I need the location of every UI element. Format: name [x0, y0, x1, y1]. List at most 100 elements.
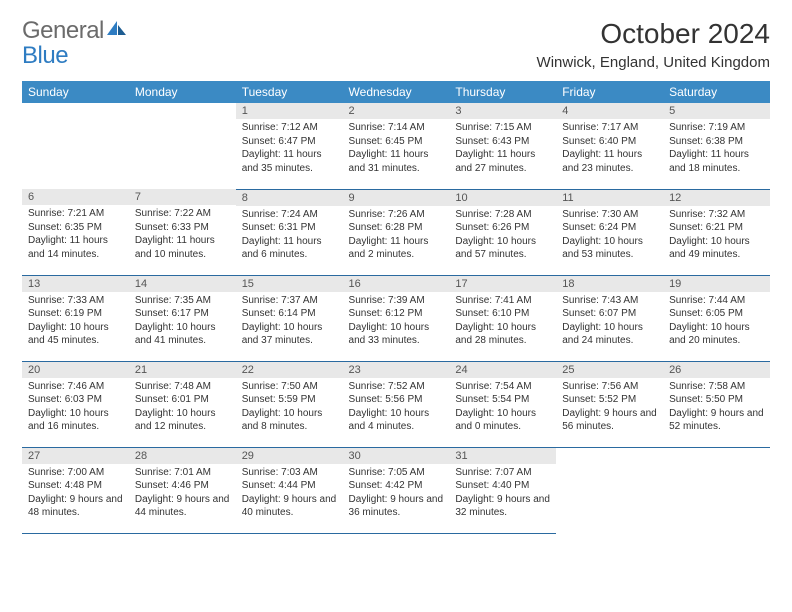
- day-details: Sunrise: 7:37 AMSunset: 6:14 PMDaylight:…: [236, 292, 343, 352]
- day-details: Sunrise: 7:41 AMSunset: 6:10 PMDaylight:…: [449, 292, 556, 352]
- weekday-header: Friday: [556, 81, 663, 103]
- calendar-day-cell: 8Sunrise: 7:24 AMSunset: 6:31 PMDaylight…: [236, 189, 343, 275]
- day-number: 26: [663, 362, 770, 378]
- logo-text-blue: Blue: [22, 42, 68, 69]
- day-details: Sunrise: 7:22 AMSunset: 6:33 PMDaylight:…: [129, 205, 236, 265]
- calendar-day-cell: 28Sunrise: 7:01 AMSunset: 4:46 PMDayligh…: [129, 447, 236, 533]
- day-number: 31: [449, 448, 556, 464]
- day-number: 5: [663, 103, 770, 119]
- calendar-day-cell: [556, 447, 663, 533]
- location-text: Winwick, England, United Kingdom: [537, 54, 770, 71]
- calendar-day-cell: 21Sunrise: 7:48 AMSunset: 6:01 PMDayligh…: [129, 361, 236, 447]
- header-row: GeneralBlue October 2024 Winwick, Englan…: [22, 18, 770, 75]
- calendar-day-cell: 25Sunrise: 7:56 AMSunset: 5:52 PMDayligh…: [556, 361, 663, 447]
- day-details: Sunrise: 7:24 AMSunset: 6:31 PMDaylight:…: [236, 206, 343, 266]
- calendar-body: 1Sunrise: 7:12 AMSunset: 6:47 PMDaylight…: [22, 103, 770, 533]
- logo: GeneralBlue: [22, 18, 128, 68]
- calendar-day-cell: 13Sunrise: 7:33 AMSunset: 6:19 PMDayligh…: [22, 275, 129, 361]
- day-details: Sunrise: 7:56 AMSunset: 5:52 PMDaylight:…: [556, 378, 663, 438]
- day-details: Sunrise: 7:43 AMSunset: 6:07 PMDaylight:…: [556, 292, 663, 352]
- day-number: 6: [22, 189, 129, 205]
- header-right: October 2024 Winwick, England, United Ki…: [537, 18, 770, 75]
- day-details: Sunrise: 7:48 AMSunset: 6:01 PMDaylight:…: [129, 378, 236, 438]
- calendar-day-cell: 19Sunrise: 7:44 AMSunset: 6:05 PMDayligh…: [663, 275, 770, 361]
- day-details: Sunrise: 7:28 AMSunset: 6:26 PMDaylight:…: [449, 206, 556, 266]
- calendar-day-cell: 26Sunrise: 7:58 AMSunset: 5:50 PMDayligh…: [663, 361, 770, 447]
- calendar-day-cell: [22, 103, 129, 189]
- day-details: Sunrise: 7:44 AMSunset: 6:05 PMDaylight:…: [663, 292, 770, 352]
- day-number: 17: [449, 276, 556, 292]
- day-number: 23: [343, 362, 450, 378]
- day-details: Sunrise: 7:03 AMSunset: 4:44 PMDaylight:…: [236, 464, 343, 524]
- day-number: 1: [236, 103, 343, 119]
- calendar-day-cell: 22Sunrise: 7:50 AMSunset: 5:59 PMDayligh…: [236, 361, 343, 447]
- day-details: Sunrise: 7:12 AMSunset: 6:47 PMDaylight:…: [236, 119, 343, 179]
- calendar-day-cell: [129, 103, 236, 189]
- calendar-day-cell: 27Sunrise: 7:00 AMSunset: 4:48 PMDayligh…: [22, 447, 129, 533]
- logo-sail-icon: [106, 18, 128, 43]
- calendar-day-cell: 4Sunrise: 7:17 AMSunset: 6:40 PMDaylight…: [556, 103, 663, 189]
- day-number: 13: [22, 276, 129, 292]
- logo-text-gray: General: [22, 17, 104, 44]
- day-number: 20: [22, 362, 129, 378]
- calendar-day-cell: 9Sunrise: 7:26 AMSunset: 6:28 PMDaylight…: [343, 189, 450, 275]
- calendar-day-cell: 31Sunrise: 7:07 AMSunset: 4:40 PMDayligh…: [449, 447, 556, 533]
- weekday-header: Wednesday: [343, 81, 450, 103]
- weekday-header: Thursday: [449, 81, 556, 103]
- day-details: Sunrise: 7:19 AMSunset: 6:38 PMDaylight:…: [663, 119, 770, 179]
- day-details: Sunrise: 7:46 AMSunset: 6:03 PMDaylight:…: [22, 378, 129, 438]
- day-details: Sunrise: 7:35 AMSunset: 6:17 PMDaylight:…: [129, 292, 236, 352]
- weekday-header: Sunday: [22, 81, 129, 103]
- day-number: 24: [449, 362, 556, 378]
- day-number: 11: [556, 190, 663, 206]
- day-details: Sunrise: 7:33 AMSunset: 6:19 PMDaylight:…: [22, 292, 129, 352]
- day-details: Sunrise: 7:32 AMSunset: 6:21 PMDaylight:…: [663, 206, 770, 266]
- day-number: 21: [129, 362, 236, 378]
- weekday-header: Saturday: [663, 81, 770, 103]
- day-details: Sunrise: 7:50 AMSunset: 5:59 PMDaylight:…: [236, 378, 343, 438]
- calendar-day-cell: 11Sunrise: 7:30 AMSunset: 6:24 PMDayligh…: [556, 189, 663, 275]
- day-details: Sunrise: 7:26 AMSunset: 6:28 PMDaylight:…: [343, 206, 450, 266]
- calendar-week-row: 27Sunrise: 7:00 AMSunset: 4:48 PMDayligh…: [22, 447, 770, 533]
- calendar-day-cell: 24Sunrise: 7:54 AMSunset: 5:54 PMDayligh…: [449, 361, 556, 447]
- day-number: 28: [129, 448, 236, 464]
- day-number: 27: [22, 448, 129, 464]
- calendar-day-cell: 10Sunrise: 7:28 AMSunset: 6:26 PMDayligh…: [449, 189, 556, 275]
- calendar-day-cell: 14Sunrise: 7:35 AMSunset: 6:17 PMDayligh…: [129, 275, 236, 361]
- day-details: Sunrise: 7:54 AMSunset: 5:54 PMDaylight:…: [449, 378, 556, 438]
- day-number: 3: [449, 103, 556, 119]
- day-number: 8: [236, 190, 343, 206]
- calendar-day-cell: 2Sunrise: 7:14 AMSunset: 6:45 PMDaylight…: [343, 103, 450, 189]
- calendar-header: SundayMondayTuesdayWednesdayThursdayFrid…: [22, 81, 770, 103]
- calendar-day-cell: 1Sunrise: 7:12 AMSunset: 6:47 PMDaylight…: [236, 103, 343, 189]
- day-number: 10: [449, 190, 556, 206]
- calendar-day-cell: 30Sunrise: 7:05 AMSunset: 4:42 PMDayligh…: [343, 447, 450, 533]
- day-details: Sunrise: 7:07 AMSunset: 4:40 PMDaylight:…: [449, 464, 556, 524]
- day-number: 2: [343, 103, 450, 119]
- day-number: 15: [236, 276, 343, 292]
- day-details: Sunrise: 7:15 AMSunset: 6:43 PMDaylight:…: [449, 119, 556, 179]
- calendar-day-cell: 15Sunrise: 7:37 AMSunset: 6:14 PMDayligh…: [236, 275, 343, 361]
- calendar-day-cell: 20Sunrise: 7:46 AMSunset: 6:03 PMDayligh…: [22, 361, 129, 447]
- day-details: Sunrise: 7:58 AMSunset: 5:50 PMDaylight:…: [663, 378, 770, 438]
- day-number: 22: [236, 362, 343, 378]
- day-details: Sunrise: 7:01 AMSunset: 4:46 PMDaylight:…: [129, 464, 236, 524]
- day-details: Sunrise: 7:39 AMSunset: 6:12 PMDaylight:…: [343, 292, 450, 352]
- calendar-week-row: 6Sunrise: 7:21 AMSunset: 6:35 PMDaylight…: [22, 189, 770, 275]
- calendar-day-cell: 18Sunrise: 7:43 AMSunset: 6:07 PMDayligh…: [556, 275, 663, 361]
- day-details: Sunrise: 7:05 AMSunset: 4:42 PMDaylight:…: [343, 464, 450, 524]
- day-details: Sunrise: 7:52 AMSunset: 5:56 PMDaylight:…: [343, 378, 450, 438]
- calendar-day-cell: 6Sunrise: 7:21 AMSunset: 6:35 PMDaylight…: [22, 189, 129, 275]
- calendar-day-cell: [663, 447, 770, 533]
- day-details: Sunrise: 7:14 AMSunset: 6:45 PMDaylight:…: [343, 119, 450, 179]
- calendar-week-row: 1Sunrise: 7:12 AMSunset: 6:47 PMDaylight…: [22, 103, 770, 189]
- day-details: Sunrise: 7:17 AMSunset: 6:40 PMDaylight:…: [556, 119, 663, 179]
- day-number: 9: [343, 190, 450, 206]
- calendar-day-cell: 29Sunrise: 7:03 AMSunset: 4:44 PMDayligh…: [236, 447, 343, 533]
- weekday-header: Monday: [129, 81, 236, 103]
- calendar-day-cell: 7Sunrise: 7:22 AMSunset: 6:33 PMDaylight…: [129, 189, 236, 275]
- calendar-day-cell: 12Sunrise: 7:32 AMSunset: 6:21 PMDayligh…: [663, 189, 770, 275]
- calendar-day-cell: 3Sunrise: 7:15 AMSunset: 6:43 PMDaylight…: [449, 103, 556, 189]
- day-number: 4: [556, 103, 663, 119]
- day-number: 29: [236, 448, 343, 464]
